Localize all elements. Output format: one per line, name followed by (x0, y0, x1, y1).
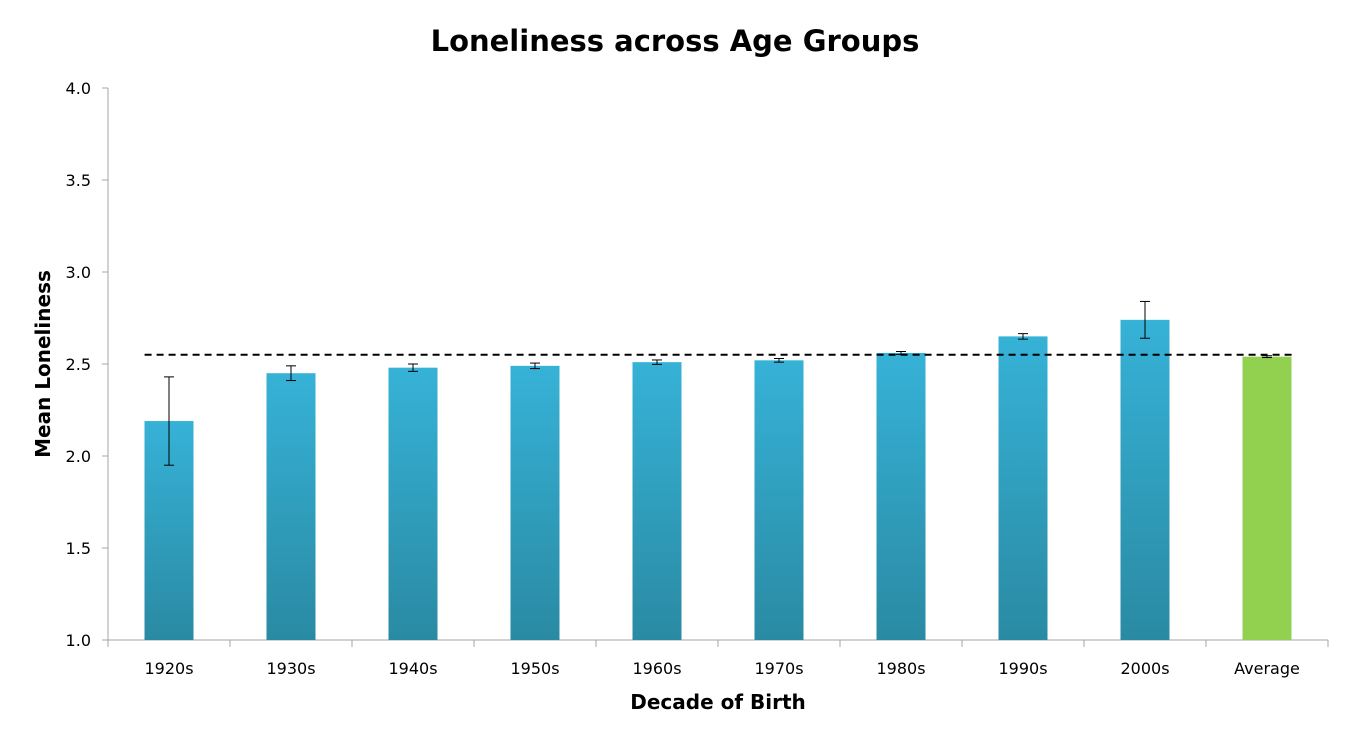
x-tick-label: 1950s (510, 659, 559, 678)
error-bars (164, 300, 1272, 466)
bar-1970s (754, 360, 804, 640)
bar-1930s (266, 373, 316, 640)
y-tick-label: 2.5 (66, 355, 91, 374)
y-tick-label: 3.5 (66, 171, 91, 190)
bars (144, 319, 1292, 640)
x-axis: 1920s 1930s 1940s 1950s 1960s 1970s 1980s 1990s… (107, 639, 1329, 678)
y-tick-label: 1.0 (66, 631, 91, 650)
chart-title: Loneliness across Age Groups (431, 24, 920, 58)
y-tick-label: 1.5 (66, 539, 91, 558)
y-axis: 1.0 1.5 2.0 2.5 3.0 3.5 4.0 (66, 79, 109, 650)
x-tick-label: 1930s (266, 659, 315, 678)
x-tick-label: 1980s (876, 659, 925, 678)
bar-1960s (632, 362, 682, 640)
x-tick-label: 1940s (388, 659, 437, 678)
y-tick-label: 2.0 (66, 447, 91, 466)
x-tick-label: 1960s (632, 659, 681, 678)
x-axis-title: Decade of Birth (630, 690, 806, 714)
y-axis-title: Mean Loneliness (31, 270, 55, 458)
bar-1980s (876, 352, 926, 640)
y-tick-label: 3.0 (66, 263, 91, 282)
bar-average (1242, 356, 1292, 640)
bar-1940s (388, 367, 438, 640)
y-tick-label: 4.0 (66, 79, 91, 98)
bar-2000s (1120, 319, 1170, 640)
x-tick-label: 1970s (754, 659, 803, 678)
x-tick-label: 2000s (1120, 659, 1169, 678)
x-tick-label: 1990s (998, 659, 1047, 678)
bar-1990s (998, 336, 1048, 640)
x-tick-label: 1920s (144, 659, 193, 678)
bar-1950s (510, 365, 560, 640)
x-tick-label: Average (1234, 659, 1300, 678)
